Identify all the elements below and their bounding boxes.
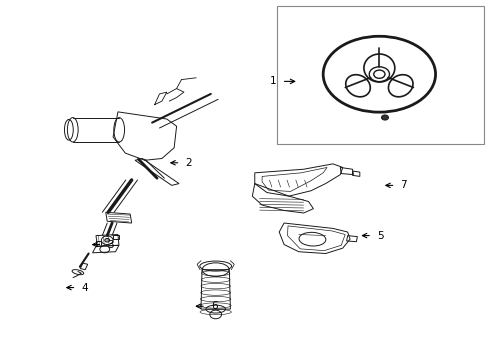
Text: 2: 2 [185, 158, 192, 168]
Text: 6: 6 [211, 301, 218, 311]
Text: 3: 3 [107, 239, 114, 249]
Circle shape [105, 238, 110, 242]
Text: 4: 4 [81, 283, 88, 293]
Text: 7: 7 [400, 180, 407, 190]
Circle shape [382, 115, 389, 120]
Text: 5: 5 [377, 231, 384, 240]
Bar [277, 6, 485, 144]
Text: 1: 1 [270, 76, 277, 86]
